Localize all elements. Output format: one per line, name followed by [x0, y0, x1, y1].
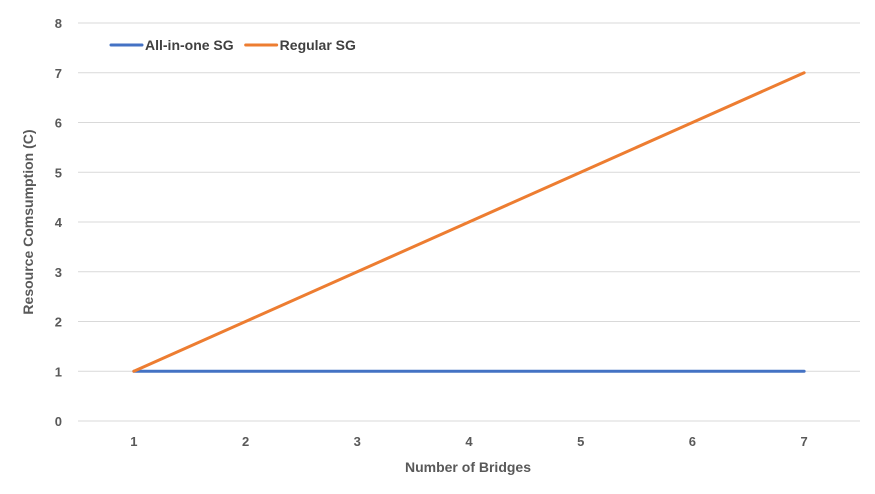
x-tick-label: 5	[577, 434, 584, 449]
y-tick-label: 0	[55, 414, 62, 429]
y-axis-title: Resource Comsumption (C)	[20, 129, 36, 314]
x-tick-label: 3	[354, 434, 361, 449]
y-tick-label: 6	[55, 116, 62, 131]
x-tick-label: 7	[801, 434, 808, 449]
y-tick-label: 1	[55, 364, 62, 379]
x-tick-label: 4	[465, 434, 473, 449]
y-tick-label: 5	[55, 165, 62, 180]
legend-label-all-in-one-sg: All-in-one SG	[145, 37, 234, 53]
x-tick-label: 1	[130, 434, 137, 449]
legend: All-in-one SG Regular SG	[109, 37, 356, 53]
y-tick-label: 7	[55, 66, 62, 81]
series-line-regular-sg	[132, 71, 806, 373]
legend-label-regular-sg: Regular SG	[280, 37, 356, 53]
y-axis-ticks: 0 1 2 3 4 5 6 7 8	[55, 16, 63, 429]
y-tick-label: 2	[55, 315, 62, 330]
y-tick-label: 4	[55, 215, 63, 230]
x-tick-label: 6	[689, 434, 696, 449]
x-axis-ticks: 1 2 3 4 5 6 7	[130, 434, 808, 449]
x-axis-title: Number of Bridges	[405, 459, 531, 475]
x-tick-label: 2	[242, 434, 249, 449]
y-tick-label: 3	[55, 265, 62, 280]
series-lines	[132, 71, 806, 373]
y-tick-label: 8	[55, 16, 62, 31]
